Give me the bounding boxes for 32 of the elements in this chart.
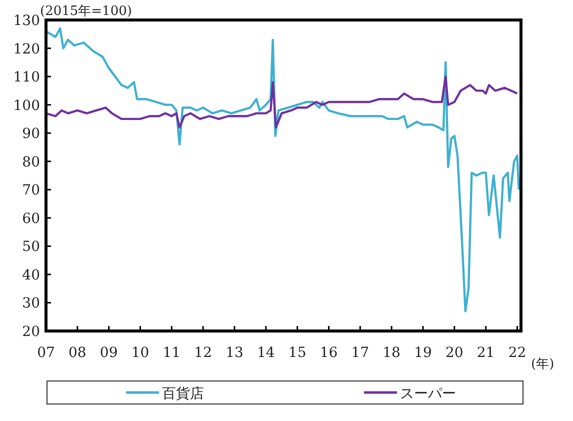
y-tick-label: 50 [22, 239, 40, 256]
x-tick-label: 22 [508, 345, 526, 361]
y-tick-label: 20 [22, 324, 40, 340]
x-tick-label: 18 [382, 345, 400, 361]
x-tick-label: 16 [320, 345, 338, 361]
x-tick-label: 12 [194, 345, 212, 361]
legend-label: スーパー [400, 386, 456, 402]
y-tick-label: 130 [13, 13, 40, 29]
y-tick-label: 30 [22, 296, 40, 312]
y-tick-label: 80 [22, 154, 40, 170]
x-tick-label: 07 [37, 345, 55, 361]
x-tick-label: 17 [351, 345, 370, 361]
y-tick-label: 70 [22, 182, 40, 199]
x-tick-label: 14 [256, 345, 275, 361]
x-axis-title: (年) [531, 357, 554, 372]
x-tick-label: 09 [100, 345, 118, 361]
y-tick-label: 110 [13, 70, 40, 86]
x-tick-label: 19 [414, 345, 432, 361]
x-tick-label: 08 [68, 345, 86, 361]
y-tick-label: 100 [13, 98, 40, 114]
x-tick-label: 11 [162, 345, 181, 361]
y-axis-title: (2015年=100) [40, 4, 132, 19]
x-tick-label: 21 [476, 345, 495, 361]
x-tick-label: 10 [131, 345, 150, 361]
y-tick-label: 60 [22, 210, 40, 227]
y-tick-label: 90 [22, 126, 40, 142]
x-tick-label: 20 [445, 345, 464, 361]
legend-label: 百貨店 [162, 386, 204, 402]
x-tick-label: 13 [226, 345, 244, 361]
y-tick-label: 40 [22, 267, 40, 284]
y-tick-label: 120 [13, 41, 40, 58]
x-tick-label: 15 [288, 345, 306, 361]
